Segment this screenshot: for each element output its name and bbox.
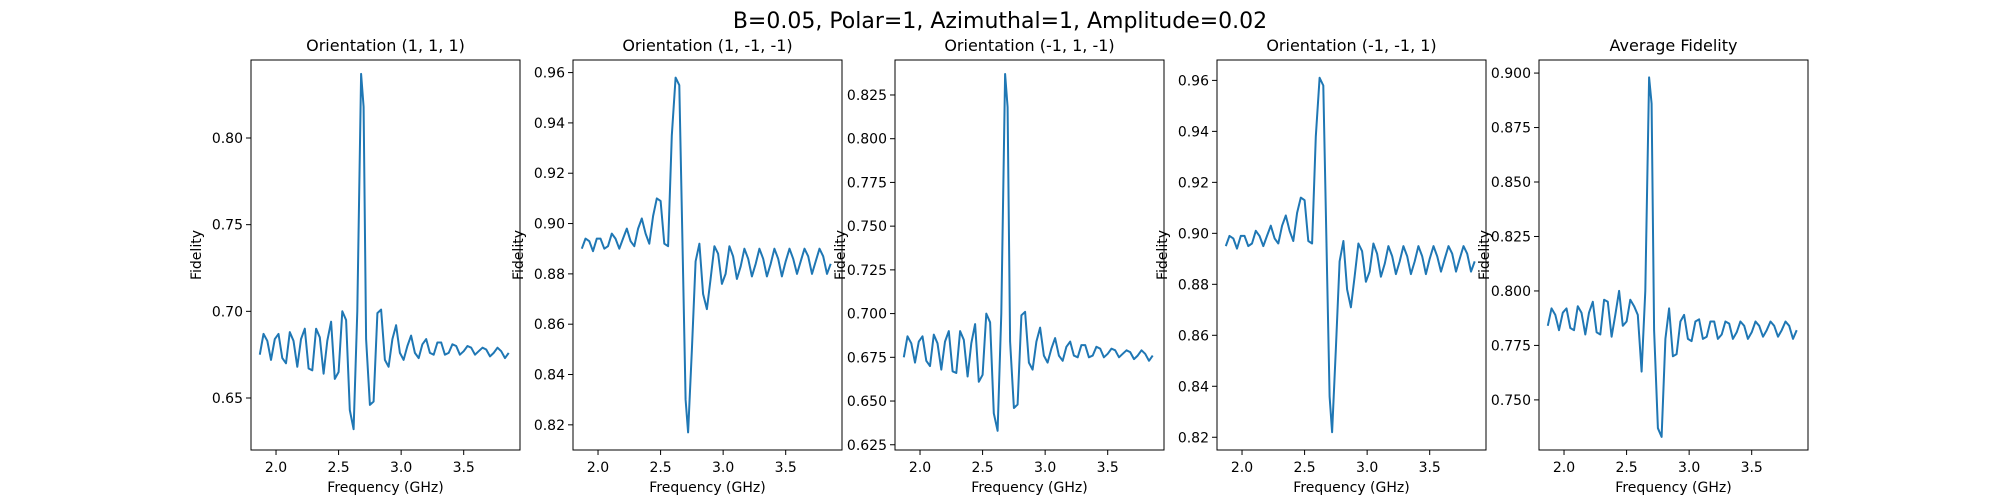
x-tick-label: 3.0 bbox=[390, 460, 412, 476]
y-tick-label: 0.825 bbox=[1491, 229, 1531, 245]
y-tick-label: 0.675 bbox=[847, 350, 887, 366]
panel-1: 2.0 2.5 3.0 3.5 0.65 0.70 0.75 0.80 Orientation … bbox=[189, 36, 521, 496]
y-tick-label: 0.90 bbox=[534, 217, 565, 233]
x-tick-label: 2.0 bbox=[265, 460, 287, 476]
series-line bbox=[1224, 76, 1476, 434]
axes-frame bbox=[1538, 59, 1809, 451]
y-tick-label: 0.900 bbox=[1491, 66, 1531, 82]
x-tick-label: 3.0 bbox=[712, 460, 734, 476]
y-tick-label: 0.90 bbox=[1178, 226, 1209, 242]
x-tick-label: 3.5 bbox=[775, 460, 797, 476]
y-tick-label: 0.88 bbox=[534, 267, 565, 283]
panels: 2.0 2.5 3.0 3.5 0.65 0.70 0.75 0.80 Orientation … bbox=[189, 36, 1809, 496]
y-tick-label: 0.850 bbox=[1491, 175, 1531, 191]
y-tick-label: 0.86 bbox=[534, 317, 565, 333]
series-line bbox=[580, 76, 832, 434]
y-tick-label: 0.750 bbox=[847, 219, 887, 235]
y-tick-label: 0.700 bbox=[847, 307, 887, 323]
y-tick-label: 0.82 bbox=[1178, 430, 1209, 446]
axes-frame bbox=[572, 59, 843, 451]
panel-3: 2.0 2.5 3.0 3.5 0.625 0.650 0.675 0.700 0.725 0.7… bbox=[833, 36, 1165, 496]
x-tick-label: 2.0 bbox=[1231, 460, 1253, 476]
x-tick-label: 2.0 bbox=[909, 460, 931, 476]
y-tick-label: 0.92 bbox=[534, 166, 565, 182]
y-axis-label: Fidelity bbox=[1477, 230, 1493, 280]
axes-frame bbox=[250, 59, 521, 451]
y-tick-label: 0.775 bbox=[847, 175, 887, 191]
x-axis-label: Frequency (GHz) bbox=[327, 480, 443, 496]
y-tick-label: 0.750 bbox=[1491, 393, 1531, 409]
x-tick-label: 3.5 bbox=[453, 460, 475, 476]
y-tick-label: 0.80 bbox=[212, 131, 243, 147]
panel-5: 2.0 2.5 3.0 3.5 0.750 0.775 0.800 0.825 0.850 0.8… bbox=[1477, 36, 1809, 496]
y-tick-label: 0.875 bbox=[1491, 121, 1531, 137]
y-tick-label: 0.650 bbox=[847, 394, 887, 410]
y-axis-label: Fidelity bbox=[189, 230, 205, 280]
y-tick-label: 0.70 bbox=[212, 304, 243, 320]
x-tick-label: 3.0 bbox=[1356, 460, 1378, 476]
y-tick-label: 0.84 bbox=[534, 368, 565, 384]
x-axis-label: Frequency (GHz) bbox=[1293, 480, 1409, 496]
y-tick-label: 0.92 bbox=[1178, 175, 1209, 191]
axes-frame bbox=[894, 59, 1165, 451]
x-tick-label: 3.0 bbox=[1678, 460, 1700, 476]
y-tick-label: 0.65 bbox=[212, 391, 243, 407]
y-tick-label: 0.625 bbox=[847, 438, 887, 454]
x-tick-label: 3.5 bbox=[1097, 460, 1119, 476]
y-tick-label: 0.96 bbox=[534, 66, 565, 82]
panel-title: Orientation (1, -1, -1) bbox=[622, 36, 792, 55]
x-tick-label: 3.5 bbox=[1419, 460, 1441, 476]
y-tick-label: 0.800 bbox=[1491, 284, 1531, 300]
y-tick-label: 0.94 bbox=[534, 116, 565, 132]
x-tick-label: 2.0 bbox=[587, 460, 609, 476]
y-tick-label: 0.96 bbox=[1178, 73, 1209, 89]
y-tick-label: 0.75 bbox=[212, 218, 243, 234]
panel-title: Orientation (1, 1, 1) bbox=[306, 36, 465, 55]
y-tick-label: 0.82 bbox=[534, 418, 565, 434]
figure-title: B=0.05, Polar=1, Azimuthal=1, Amplitude=… bbox=[733, 9, 1267, 34]
x-axis-label: Frequency (GHz) bbox=[971, 480, 1087, 496]
y-axis-label: Fidelity bbox=[833, 230, 849, 280]
series-line bbox=[902, 73, 1154, 432]
y-tick-label: 0.84 bbox=[1178, 379, 1209, 395]
y-tick-label: 0.825 bbox=[847, 88, 887, 104]
x-tick-label: 2.5 bbox=[1293, 460, 1315, 476]
x-tick-label: 2.5 bbox=[327, 460, 349, 476]
series-line bbox=[1546, 76, 1798, 438]
y-tick-label: 0.800 bbox=[847, 132, 887, 148]
axes-frame bbox=[1216, 59, 1487, 451]
x-tick-label: 3.5 bbox=[1741, 460, 1763, 476]
series-line bbox=[258, 72, 510, 431]
y-axis-label: Fidelity bbox=[511, 230, 527, 280]
y-tick-label: 0.88 bbox=[1178, 277, 1209, 293]
x-axis-label: Frequency (GHz) bbox=[1615, 480, 1731, 496]
x-tick-label: 2.5 bbox=[649, 460, 671, 476]
panel-title: Orientation (-1, -1, 1) bbox=[1266, 36, 1436, 55]
x-tick-label: 2.5 bbox=[1615, 460, 1637, 476]
x-tick-label: 2.0 bbox=[1553, 460, 1575, 476]
y-tick-label: 0.94 bbox=[1178, 124, 1209, 140]
y-tick-label: 0.775 bbox=[1491, 338, 1531, 354]
y-tick-label: 0.725 bbox=[847, 263, 887, 279]
panel-2: 2.0 2.5 3.0 3.5 0.82 0.84 0.86 0.88 0.90 0.92 0.94… bbox=[511, 36, 843, 496]
x-axis-label: Frequency (GHz) bbox=[649, 480, 765, 496]
x-tick-label: 2.5 bbox=[971, 460, 993, 476]
y-tick-label: 0.86 bbox=[1178, 328, 1209, 344]
panel-4: 2.0 2.5 3.0 3.5 0.82 0.84 0.86 0.88 0.90 0.92 0.94… bbox=[1155, 36, 1487, 496]
panel-title: Orientation (-1, 1, -1) bbox=[944, 36, 1114, 55]
x-tick-label: 3.0 bbox=[1034, 460, 1056, 476]
y-axis-label: Fidelity bbox=[1155, 230, 1171, 280]
panel-title: Average Fidelity bbox=[1610, 36, 1738, 55]
